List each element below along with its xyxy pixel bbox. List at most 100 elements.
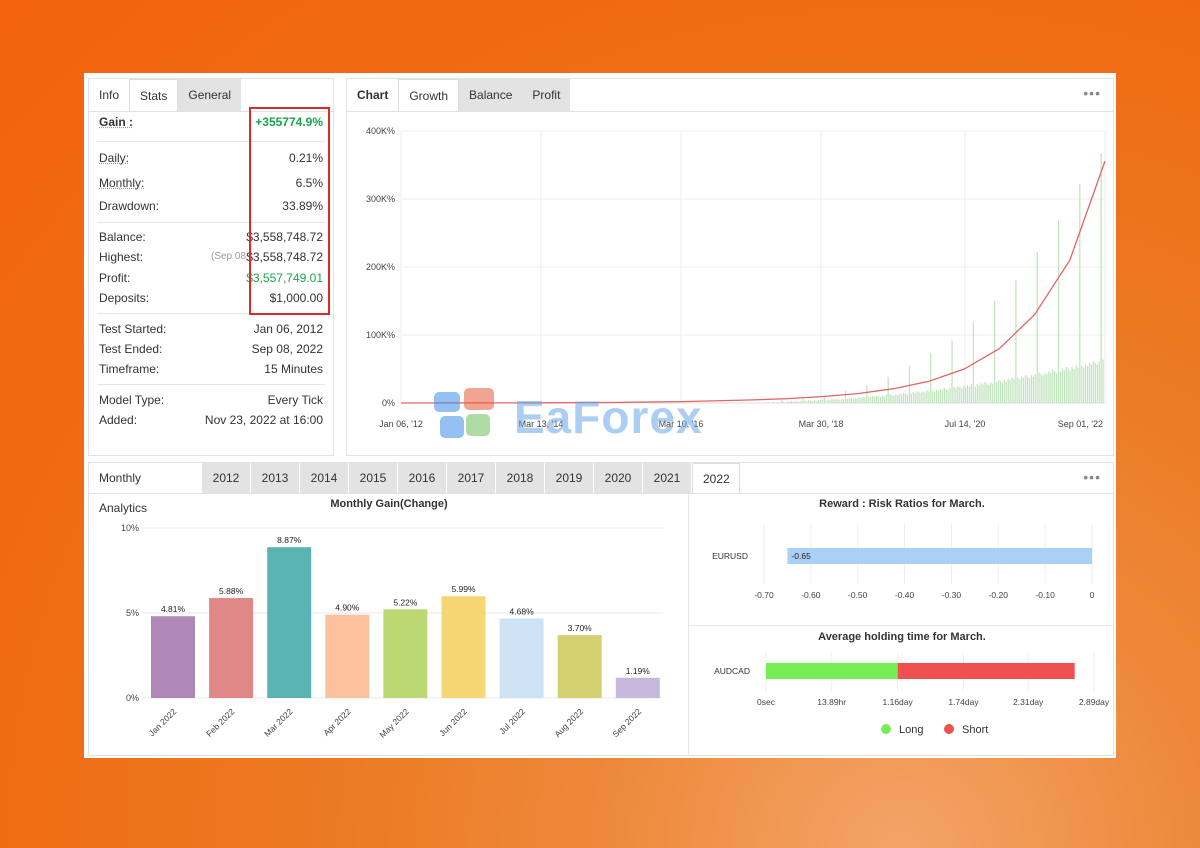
tab-monthly-analytics[interactable]: Monthly Analytics	[99, 471, 148, 515]
analytics-tabs: Monthly Analytics 2012 2013 2014 2015 20…	[89, 463, 1113, 515]
daily-row: Daily: 0.21%	[99, 149, 323, 167]
growth-chart: 400K% 300K% 200K% 100K% 0% Jan 06, '12 Mar 13…	[366, 126, 1106, 429]
monthly-row: Monthly: 6.5%	[99, 174, 323, 192]
legend-short-icon	[944, 724, 954, 734]
added-value: Nov 23, 2022 at 16:00	[204, 413, 323, 427]
test-ended-row: Test Ended: Sep 08, 2022	[99, 340, 323, 358]
monthly-gain-chart: Monthly Gain(Change) 10% 5% 0% 4.81% Jan 202…	[121, 498, 663, 740]
highest-date-note: (Sep 08	[211, 251, 247, 262]
gain-label: Gain :	[99, 115, 134, 129]
balance-label: Balance:	[99, 230, 146, 244]
y-tick-label: 10%	[121, 523, 139, 533]
reward-risk-chart: Reward : Risk Ratios for March. -0.70 -0.…	[712, 498, 1095, 600]
model-type-row: Model Type: Every Tick	[99, 391, 323, 409]
model-type-label: Model Type:	[99, 393, 165, 407]
x-tick-label: 2.89day	[1079, 697, 1110, 707]
legend-long-label[interactable]: Long	[899, 724, 923, 736]
tab-year-2018[interactable]: 2018	[496, 463, 544, 493]
tab-year-2016[interactable]: 2016	[398, 463, 446, 493]
monthly-value: 6.5%	[295, 176, 323, 190]
divider	[97, 141, 325, 142]
y-tick-label: 100K%	[366, 330, 395, 340]
x-tick-label: 1.16day	[883, 697, 914, 707]
x-tick-label: Sep 01, '22	[1058, 419, 1103, 429]
y-tick-label: 0%	[126, 693, 139, 703]
eaforex-logo-icon	[434, 388, 494, 438]
tab-year-2021[interactable]: 2021	[643, 463, 691, 493]
x-tick-label: -0.50	[848, 590, 868, 600]
bar-mar-2022[interactable]	[267, 547, 312, 698]
tab-year-2015[interactable]: 2015	[349, 463, 397, 493]
legend-short-label[interactable]: Short	[962, 724, 988, 736]
x-tick-label: -0.60	[801, 590, 821, 600]
tab-year-2019[interactable]: 2019	[545, 463, 593, 493]
y-tick-label: 400K%	[366, 126, 395, 136]
tab-stats[interactable]: Stats	[129, 79, 179, 111]
x-tick-label: -0.10	[1035, 590, 1055, 600]
highlight-box	[249, 107, 330, 315]
stats-tabs: Info Stats General	[89, 79, 333, 112]
x-tick-label: Mar 13, '14	[519, 419, 564, 429]
drawdown-label: Drawdown:	[99, 199, 160, 213]
bar-aug-2022[interactable]	[557, 635, 602, 698]
x-tick-label: Jan 06, '12	[379, 419, 423, 429]
bar-value-label: 5.88%	[219, 586, 244, 596]
x-tick-label: -0.70	[754, 590, 774, 600]
bar-value-label: 8.87%	[277, 535, 302, 545]
profit-label: Profit:	[99, 271, 131, 285]
bar-value-label: 4.68%	[510, 606, 535, 616]
tab-balance[interactable]: Balance	[459, 79, 523, 111]
gain-value: +355774.9%	[255, 115, 323, 129]
panel-divider	[688, 494, 689, 756]
x-tick-label: 0	[1090, 590, 1095, 600]
growth-volume-bars	[767, 153, 1104, 403]
bar-jul-2022[interactable]	[499, 618, 544, 698]
highest-label: Highest:	[99, 250, 144, 264]
tab-general[interactable]: General	[178, 79, 242, 111]
tab-info[interactable]: Info	[99, 88, 120, 102]
highest-value: $3,558,748.72	[246, 250, 323, 264]
tab-year-2014[interactable]: 2014	[300, 463, 348, 493]
y-tick-label: 5%	[126, 608, 139, 618]
tab-year-2020[interactable]: 2020	[594, 463, 642, 493]
monthly-label: Monthly:	[99, 176, 145, 190]
tab-year-2022[interactable]: 2022	[692, 463, 740, 493]
holding-time-chart: Average holding time for March. Long Sho…	[714, 631, 1110, 736]
chart-menu-button[interactable]: •••	[1083, 85, 1101, 101]
hold-title: Average holding time for March.	[818, 631, 986, 643]
test-started-value: Jan 06, 2012	[253, 322, 323, 336]
tab-year-2012[interactable]: 2012	[202, 463, 250, 493]
y-tick-label: 0%	[382, 398, 395, 408]
bar-may-2022[interactable]	[383, 609, 428, 698]
tab-profit[interactable]: Profit	[522, 79, 571, 111]
short-bar[interactable]	[897, 663, 1075, 679]
x-tick-label: Apr 2022	[321, 706, 353, 738]
daily-label: Daily:	[99, 151, 130, 165]
long-bar[interactable]	[766, 663, 898, 679]
x-tick-label: Aug 2022	[552, 706, 585, 739]
bar-value-label: 4.81%	[161, 604, 186, 614]
tab-year-2013[interactable]: 2013	[251, 463, 299, 493]
gain-row: Gain : +355774.9%	[99, 113, 323, 131]
y-tick-label: EURUSD	[712, 551, 748, 561]
bar-sep-2022[interactable]	[615, 677, 660, 698]
tab-year-2017[interactable]: 2017	[447, 463, 495, 493]
x-tick-label: Jul 2022	[497, 706, 527, 736]
rr-bar[interactable]	[787, 548, 1092, 564]
balance-row: Balance: $3,558,748.72	[99, 228, 323, 246]
x-tick-label: Mar 2022	[262, 706, 295, 739]
balance-value: $3,558,748.72	[246, 230, 323, 244]
bar-jan-2022[interactable]	[151, 616, 195, 698]
stats-panel: Info Stats General Gain : +355774.9% Dai…	[88, 78, 334, 456]
x-tick-label: -0.20	[989, 590, 1009, 600]
bar-jun-2022[interactable]	[441, 596, 486, 698]
drawdown-value: 33.89%	[282, 199, 323, 213]
analytics-menu-button[interactable]: •••	[1083, 469, 1101, 485]
timeframe-label: Timeframe:	[99, 362, 160, 376]
tab-growth[interactable]: Growth	[398, 79, 460, 111]
bar-apr-2022[interactable]	[325, 614, 370, 698]
daily-value: 0.21%	[288, 151, 323, 165]
tab-chart[interactable]: Chart	[357, 88, 389, 102]
bar-feb-2022[interactable]	[209, 598, 254, 698]
added-row: Added: Nov 23, 2022 at 16:00	[99, 411, 323, 429]
